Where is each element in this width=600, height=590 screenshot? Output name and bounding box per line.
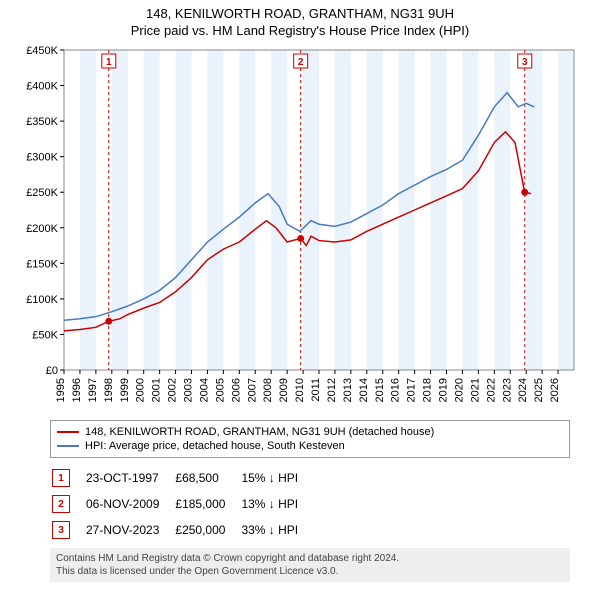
svg-text:£50K: £50K [32,329,58,341]
svg-text:£350K: £350K [26,116,58,128]
svg-text:£300K: £300K [26,152,58,164]
svg-text:2020: 2020 [453,378,465,402]
footer-line-2: This data is licensed under the Open Gov… [56,565,564,578]
svg-text:2002: 2002 [167,378,179,402]
svg-text:£400K: £400K [26,81,58,93]
svg-text:£250K: £250K [26,187,58,199]
table-row: 3 27-NOV-2023£250,00033% ↓ HPI [52,518,312,542]
legend-swatch [57,431,79,433]
chart-title-address: 148, KENILWORTH ROAD, GRANTHAM, NG31 9UH [0,0,600,21]
legend: 148, KENILWORTH ROAD, GRANTHAM, NG31 9UH… [50,420,570,458]
svg-text:2022: 2022 [485,378,497,402]
svg-text:2012: 2012 [326,378,338,402]
line-chart-svg: £0 £50K £100K £150K £200K £250K £300K £350K £400… [20,42,580,412]
svg-text:2021: 2021 [469,378,481,402]
legend-item: HPI: Average price, detached house, Sout… [57,439,563,453]
table-row: 2 06-NOV-2009£185,00013% ↓ HPI [52,492,312,516]
event-price: £250,000 [175,518,239,542]
svg-text:2023: 2023 [501,378,513,402]
legend-swatch [57,445,79,447]
event-price: £68,500 [175,466,239,490]
svg-text:2001: 2001 [151,378,163,402]
svg-text:2009: 2009 [278,378,290,402]
svg-text:3: 3 [522,57,528,68]
sale-events-table: 1 23-OCT-1997£68,50015% ↓ HPI 2 06-NOV-2009… [50,464,314,544]
svg-text:1995: 1995 [55,378,67,402]
svg-text:£100K: £100K [26,294,58,306]
event-delta: 33% ↓ HPI [241,518,312,542]
svg-text:2007: 2007 [246,378,258,402]
svg-text:£0: £0 [46,365,58,377]
svg-text:2015: 2015 [374,378,386,402]
chart-subtitle: Price paid vs. HM Land Registry's House … [0,21,600,42]
event-date: 23-OCT-1997 [86,466,173,490]
svg-text:1997: 1997 [87,378,99,402]
event-price: £185,000 [175,492,239,516]
attribution-footer: Contains HM Land Registry data © Crown c… [50,548,570,582]
svg-text:2004: 2004 [198,378,210,402]
svg-text:2019: 2019 [438,378,450,402]
event-delta: 15% ↓ HPI [241,466,312,490]
chart-container: 148, KENILWORTH ROAD, GRANTHAM, NG31 9UH… [0,0,600,590]
event-date: 27-NOV-2023 [86,518,173,542]
svg-text:2008: 2008 [262,378,274,402]
chart-plot: £0 £50K £100K £150K £200K £250K £300K £350K £400… [20,42,580,412]
event-marker-badge: 2 [52,495,70,513]
legend-item: 148, KENILWORTH ROAD, GRANTHAM, NG31 9UH… [57,425,563,439]
table-row: 1 23-OCT-1997£68,50015% ↓ HPI [52,466,312,490]
svg-text:2011: 2011 [310,378,322,402]
svg-text:£150K: £150K [26,258,58,270]
svg-text:2003: 2003 [183,378,195,402]
svg-text:1998: 1998 [103,378,115,402]
svg-text:2000: 2000 [135,378,147,402]
legend-label: HPI: Average price, detached house, Sout… [85,440,345,452]
svg-text:2025: 2025 [533,378,545,402]
svg-text:2016: 2016 [390,378,402,402]
svg-text:1: 1 [106,57,112,68]
svg-text:2014: 2014 [358,378,370,402]
svg-text:1999: 1999 [119,378,131,402]
svg-text:2013: 2013 [342,378,354,402]
svg-text:2: 2 [298,57,304,68]
svg-text:1996: 1996 [71,378,83,402]
event-delta: 13% ↓ HPI [241,492,312,516]
svg-text:2024: 2024 [517,378,529,402]
footer-line-1: Contains HM Land Registry data © Crown c… [56,552,564,565]
svg-text:2006: 2006 [230,378,242,402]
svg-text:£200K: £200K [26,223,58,235]
event-marker-badge: 3 [52,521,70,539]
svg-text:2005: 2005 [214,378,226,402]
svg-text:2017: 2017 [406,378,418,402]
event-date: 06-NOV-2009 [86,492,173,516]
svg-text:2010: 2010 [294,378,306,402]
svg-text:2018: 2018 [422,378,434,402]
event-marker-badge: 1 [52,469,70,487]
svg-text:2026: 2026 [549,378,561,402]
legend-label: 148, KENILWORTH ROAD, GRANTHAM, NG31 9UH… [85,426,434,438]
svg-text:£450K: £450K [26,45,58,57]
